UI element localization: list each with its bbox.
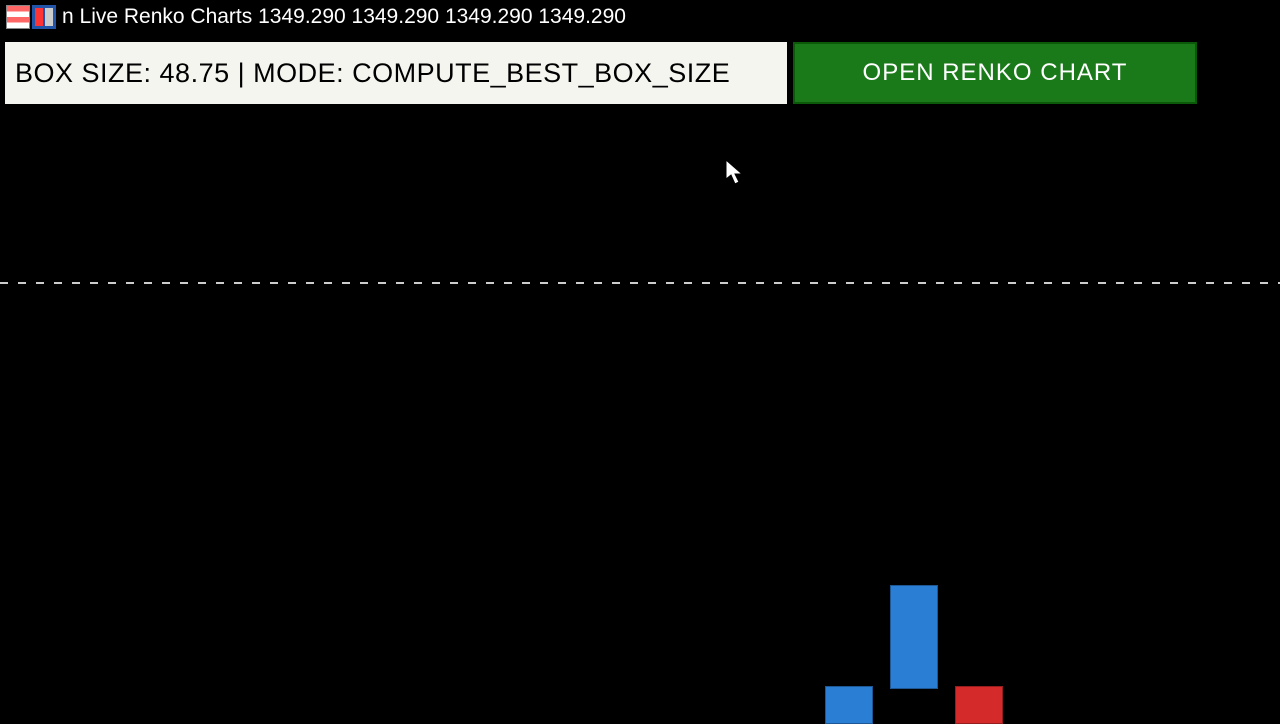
app-icon-1: [6, 5, 30, 29]
window-title: n Live Renko Charts 1349.290 1349.290 13…: [62, 5, 626, 29]
open-button-label: OPEN RENKO CHART: [863, 59, 1128, 87]
renko-box: [890, 585, 938, 689]
open-renko-chart-button[interactable]: OPEN RENKO CHART: [793, 42, 1197, 104]
title-bar: n Live Renko Charts 1349.290 1349.290 13…: [0, 0, 1280, 34]
renko-box: [825, 686, 873, 724]
box-size-info-panel: BOX SIZE: 48.75 | MODE: COMPUTE_BEST_BOX…: [5, 42, 787, 104]
price-level-line: [0, 282, 1280, 284]
app-icon-2: [32, 5, 56, 29]
renko-box: [955, 686, 1003, 724]
renko-chart-area[interactable]: [0, 104, 1280, 720]
controls-row: BOX SIZE: 48.75 | MODE: COMPUTE_BEST_BOX…: [5, 42, 1280, 104]
mouse-cursor-icon: [725, 159, 745, 187]
box-size-text: BOX SIZE: 48.75 | MODE: COMPUTE_BEST_BOX…: [15, 58, 730, 89]
